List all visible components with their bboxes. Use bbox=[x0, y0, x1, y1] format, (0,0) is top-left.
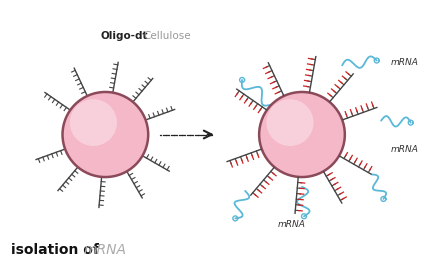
Circle shape bbox=[259, 92, 345, 177]
Circle shape bbox=[62, 92, 148, 177]
Circle shape bbox=[70, 99, 117, 146]
Text: Oligo-dt: Oligo-dt bbox=[100, 31, 148, 41]
Text: mRNA: mRNA bbox=[277, 220, 305, 228]
Text: isolation of: isolation of bbox=[11, 243, 99, 257]
Text: Cellulose: Cellulose bbox=[143, 31, 191, 41]
Text: mRNA: mRNA bbox=[390, 145, 418, 154]
Text: mRNA: mRNA bbox=[390, 58, 418, 67]
Circle shape bbox=[266, 99, 313, 146]
Text: mRNA: mRNA bbox=[84, 243, 127, 257]
